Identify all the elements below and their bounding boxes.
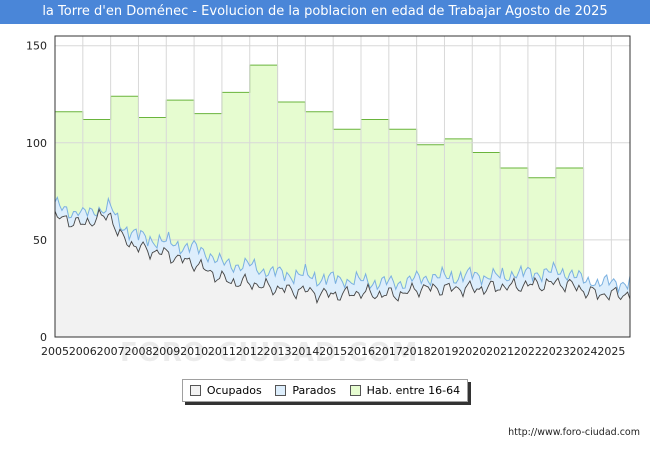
- legend-item-parados: Parados: [275, 384, 336, 397]
- x-tick-label-2025: 2025: [597, 345, 625, 358]
- plot-frame: [54, 35, 631, 338]
- x-tick-label-2010: 2010: [180, 345, 208, 358]
- x-tick-label-2014: 2014: [291, 345, 319, 358]
- x-tick-label-2022: 2022: [514, 345, 542, 358]
- x-tick-label-2008: 2008: [124, 345, 152, 358]
- series-line-parados: [54, 195, 631, 295]
- legend-label-parados: Parados: [292, 384, 336, 397]
- series-line-ocupados: [54, 208, 631, 305]
- legend-swatch-ocupados: [189, 385, 201, 396]
- x-tick-label-2011: 2011: [208, 345, 236, 358]
- legend-label-hab: Hab. entre 16-64: [366, 384, 461, 397]
- x-tick-label-2013: 2013: [264, 345, 292, 358]
- x-tick-label-2009: 2009: [152, 345, 180, 358]
- x-tick-label-2023: 2023: [542, 345, 570, 358]
- chart-title: la Torre d'en Doménec - Evolucion de la …: [42, 4, 608, 19]
- x-tick-label-2005: 2005: [41, 345, 69, 358]
- x-tick-label-2015: 2015: [319, 345, 347, 358]
- y-tick-label-0: 0: [40, 331, 47, 344]
- legend-label-ocupados: Ocupados: [206, 384, 262, 397]
- legend: Ocupados Parados Hab. entre 16-64: [182, 379, 468, 402]
- legend-swatch-hab: [349, 385, 361, 396]
- legend-swatch-parados: [275, 385, 287, 396]
- y-tick-label-150: 150: [26, 40, 47, 53]
- source-credit: http://www.foro-ciudad.com: [508, 427, 640, 438]
- x-tick-label-2007: 2007: [97, 345, 125, 358]
- series-area-ocupados: [55, 209, 630, 337]
- x-tick-label-2019: 2019: [430, 345, 458, 358]
- x-tick-label-2018: 2018: [403, 345, 431, 358]
- x-tick-label-2016: 2016: [347, 345, 375, 358]
- legend-item-hab: Hab. entre 16-64: [349, 384, 461, 397]
- watermark: FORO-CIUDAD.COM: [120, 338, 419, 368]
- x-tick-label-2006: 2006: [69, 345, 97, 358]
- x-tick-label-2012: 2012: [236, 345, 264, 358]
- x-tick-label-2017: 2017: [375, 345, 403, 358]
- x-tick-label-2024: 2024: [570, 345, 598, 358]
- y-tick-label-50: 50: [33, 234, 47, 247]
- y-tick-label-100: 100: [26, 137, 47, 150]
- x-tick-label-2020: 2020: [458, 345, 486, 358]
- title-bar: la Torre d'en Doménec - Evolucion de la …: [0, 0, 650, 24]
- x-tick-label-2021: 2021: [486, 345, 514, 358]
- legend-item-ocupados: Ocupados: [189, 384, 262, 397]
